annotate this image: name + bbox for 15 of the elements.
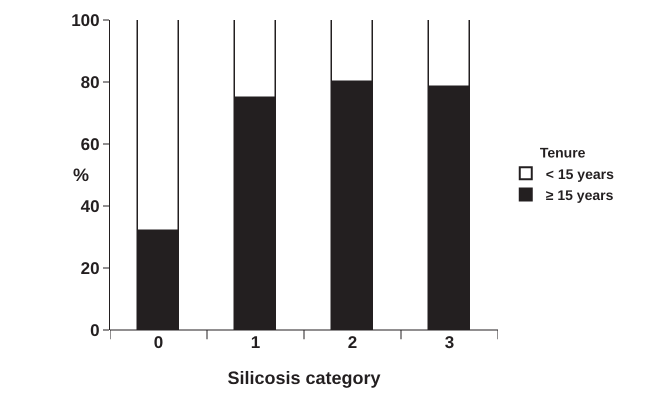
x-tick-label: 0: [154, 333, 164, 352]
y-tick-label: 40: [80, 196, 100, 216]
legend-label: < 15 years: [546, 166, 614, 182]
x-tick-label: 3: [444, 333, 454, 352]
y-tick-label: 60: [80, 134, 100, 154]
x-tick-label: 1: [250, 333, 260, 352]
y-tick-label: 20: [80, 258, 100, 278]
y-tick-label: 80: [80, 72, 100, 92]
y-axis-title: %: [73, 165, 90, 185]
y-tick-label: 0: [90, 320, 100, 340]
x-axis-title: Silicosis category: [227, 368, 381, 388]
legend-label: ≥ 15 years: [546, 186, 614, 203]
x-tick-label: 2: [348, 333, 358, 352]
y-tick-label: 100: [71, 10, 100, 30]
legend-title: Tenure: [540, 144, 586, 161]
